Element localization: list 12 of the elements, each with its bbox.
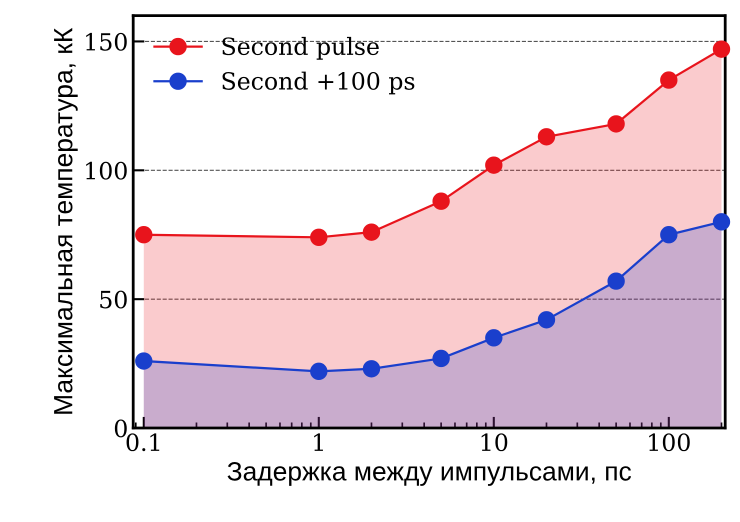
y-tick-label: 0	[114, 419, 127, 438]
x-tick-label: 100	[649, 433, 690, 452]
y-axis-title: Максимальная температура, кК	[54, 28, 78, 414]
y-tick-label: 50	[100, 290, 127, 308]
x-tick-label: 0.1	[126, 433, 160, 452]
x-tick-label: 1	[314, 433, 323, 451]
legend-label: Second pulse	[222, 36, 379, 60]
y-tick-label: 100	[86, 162, 127, 180]
legend-label: Second +100 ps	[222, 72, 414, 94]
x-axis-title: Задержка между импульсами, пс	[228, 462, 632, 486]
y-tick-label: 150	[86, 32, 127, 51]
x-tick-label: 10	[482, 433, 508, 452]
